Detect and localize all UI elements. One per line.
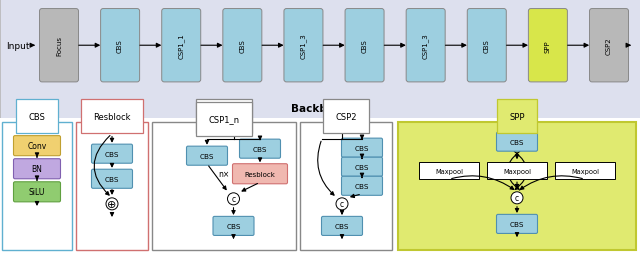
- Text: Conv: Conv: [28, 142, 47, 151]
- Text: CBS: CBS: [509, 139, 524, 145]
- Text: SPP: SPP: [545, 40, 551, 52]
- Text: CSP1_n: CSP1_n: [209, 115, 239, 124]
- FancyBboxPatch shape: [284, 9, 323, 83]
- Circle shape: [227, 193, 239, 205]
- Text: c: c: [340, 200, 344, 209]
- Text: c: c: [232, 195, 236, 203]
- Text: CSP1_: CSP1_: [198, 112, 224, 121]
- Text: CBS: CBS: [355, 164, 369, 170]
- Text: CBS: CBS: [200, 153, 214, 159]
- Text: ⊕: ⊕: [108, 199, 116, 209]
- Text: SPP: SPP: [509, 112, 525, 121]
- FancyBboxPatch shape: [529, 9, 568, 83]
- Text: Maxpool: Maxpool: [503, 168, 531, 174]
- Text: BN: BN: [31, 165, 42, 173]
- FancyBboxPatch shape: [497, 215, 538, 233]
- FancyBboxPatch shape: [223, 9, 262, 83]
- FancyBboxPatch shape: [342, 177, 383, 196]
- Text: Resblock: Resblock: [93, 112, 131, 121]
- Circle shape: [336, 198, 348, 210]
- Text: CBS: CBS: [484, 39, 490, 53]
- FancyBboxPatch shape: [213, 216, 254, 235]
- Text: CBS: CBS: [253, 146, 268, 152]
- FancyBboxPatch shape: [555, 163, 615, 180]
- Text: SiLU: SiLU: [29, 187, 45, 197]
- FancyBboxPatch shape: [13, 136, 61, 156]
- Text: CSP1_1: CSP1_1: [178, 33, 184, 59]
- FancyBboxPatch shape: [13, 182, 61, 202]
- FancyBboxPatch shape: [232, 164, 287, 184]
- Text: CSP2: CSP2: [335, 112, 356, 121]
- Text: CBS: CBS: [355, 183, 369, 189]
- Text: CBS: CBS: [105, 176, 119, 182]
- Text: c: c: [515, 194, 519, 202]
- FancyBboxPatch shape: [487, 163, 547, 180]
- FancyBboxPatch shape: [239, 140, 280, 158]
- FancyBboxPatch shape: [589, 9, 628, 83]
- FancyBboxPatch shape: [13, 159, 61, 179]
- FancyBboxPatch shape: [342, 157, 383, 177]
- Text: CSP1_3: CSP1_3: [422, 33, 429, 59]
- Text: Resblock: Resblock: [244, 171, 275, 177]
- FancyBboxPatch shape: [92, 145, 132, 164]
- Text: Input: Input: [6, 42, 29, 51]
- Circle shape: [511, 192, 523, 204]
- Text: Maxpool: Maxpool: [571, 168, 599, 174]
- Text: n×: n×: [218, 170, 230, 179]
- Text: CSP1_n: CSP1_n: [209, 112, 239, 121]
- FancyBboxPatch shape: [321, 216, 362, 235]
- Text: CBS: CBS: [105, 151, 119, 157]
- Text: Backbone: Backbone: [291, 103, 349, 113]
- FancyBboxPatch shape: [162, 9, 201, 83]
- Text: CBS: CBS: [227, 223, 241, 229]
- FancyBboxPatch shape: [342, 139, 383, 157]
- FancyBboxPatch shape: [497, 133, 538, 152]
- Text: CBS: CBS: [239, 39, 245, 53]
- Circle shape: [106, 198, 118, 210]
- FancyBboxPatch shape: [186, 147, 227, 166]
- Text: CSP2: CSP2: [606, 37, 612, 55]
- Text: CBS: CBS: [29, 112, 45, 121]
- FancyBboxPatch shape: [345, 9, 384, 83]
- FancyBboxPatch shape: [406, 9, 445, 83]
- Text: Maxpool: Maxpool: [435, 168, 463, 174]
- Text: CBS: CBS: [355, 145, 369, 151]
- FancyBboxPatch shape: [467, 9, 506, 83]
- FancyBboxPatch shape: [40, 9, 79, 83]
- FancyBboxPatch shape: [100, 9, 140, 83]
- Text: Focus: Focus: [56, 36, 62, 56]
- FancyBboxPatch shape: [92, 170, 132, 188]
- Text: CBS: CBS: [117, 39, 123, 53]
- FancyBboxPatch shape: [398, 122, 636, 250]
- Text: CBS: CBS: [362, 39, 367, 53]
- Text: CBS: CBS: [335, 223, 349, 229]
- Text: n: n: [225, 112, 230, 121]
- Text: CBS: CBS: [509, 221, 524, 227]
- Text: CSP1_3: CSP1_3: [300, 33, 307, 59]
- FancyBboxPatch shape: [419, 163, 479, 180]
